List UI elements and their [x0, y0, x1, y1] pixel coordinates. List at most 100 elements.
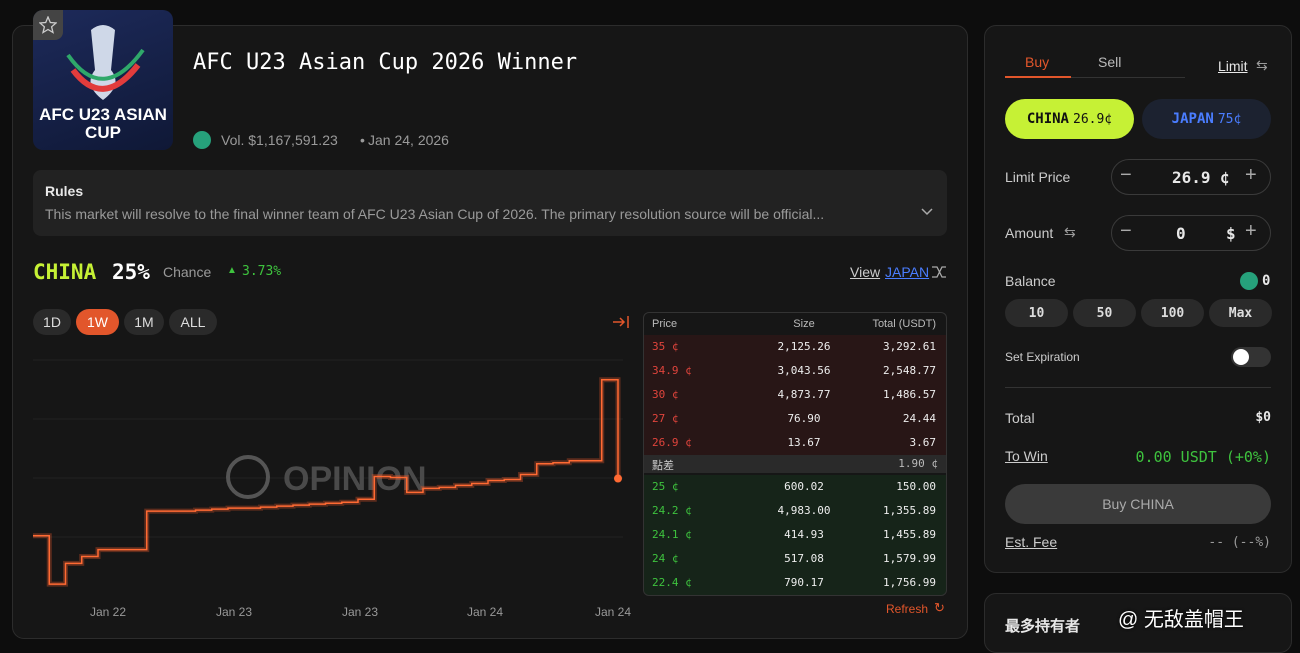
up-arrow: ▲ [227, 265, 237, 276]
sell-tab[interactable]: Sell [1098, 54, 1122, 70]
outcome-china-button[interactable]: CHINA 26.9¢ [1005, 99, 1134, 139]
quick-amount[interactable]: 50 [1073, 299, 1136, 327]
bid-row: 24.1 ¢ 414.93 1,455.89 [644, 523, 946, 547]
order-type-icon: ⇆ [1256, 57, 1268, 73]
ask-cell: 24.44 [902, 412, 936, 425]
outcome-chance: 25% [112, 260, 150, 284]
book-header-cell: Price [652, 318, 678, 330]
expiration-toggle[interactable] [1231, 347, 1271, 367]
book-header-cell: Total (USDT) [872, 318, 936, 330]
view-link[interactable]: JAPAN [885, 264, 930, 280]
ask-cell: 3,043.56 [777, 364, 831, 377]
separator: • [360, 132, 365, 148]
fee-label: Est. Fee [1005, 534, 1058, 550]
amount-input[interactable] [1111, 215, 1271, 251]
to-win: 0.00 USDT (+0%) [1135, 448, 1271, 466]
limit-price-input[interactable] [1111, 159, 1271, 195]
amount-swap-icon[interactable]: ⇆ [1064, 224, 1076, 240]
favorite-button[interactable] [33, 10, 63, 40]
ask-row: 26.9 ¢ 13.67 3.67 [644, 431, 946, 455]
ask-cell: 13.67 [787, 436, 821, 449]
bid-cell: 517.08 [784, 552, 824, 565]
tab-rule [1005, 77, 1185, 78]
refresh-icon: ↻ [934, 600, 945, 615]
bid-cell: 414.93 [784, 528, 824, 541]
ask-row: 35 ¢ 2,125.26 3,292.61 [644, 335, 946, 359]
range-button[interactable]: ALL [169, 309, 217, 335]
total-label: Total [1005, 410, 1035, 426]
rules-heading: Rules [45, 183, 84, 199]
bid-cell: 24 ¢ [652, 552, 679, 565]
ask-cell: 27 ¢ [652, 412, 679, 425]
chance-label: Chance [163, 264, 212, 280]
x-tick-label: Jan 24 [467, 605, 503, 619]
tab-indicator [1005, 76, 1071, 78]
quick-amount[interactable]: Max [1209, 299, 1272, 327]
bid-cell: 1,756.99 [883, 576, 936, 589]
book-header: Price Size Total (USDT) [644, 313, 946, 337]
buy-button[interactable]: Buy CHINA [1005, 484, 1271, 524]
order-book: Price Size Total (USDT) 35 ¢ 2,125.26 3,292.6… [643, 312, 947, 596]
range-button[interactable]: 1W [76, 309, 119, 335]
ask-cell: 1,486.57 [883, 388, 936, 401]
spread-row: 點差 1.90 ¢ [644, 455, 946, 473]
range-button[interactable]: 1M [124, 309, 164, 335]
spread: 1.90 ¢ [898, 457, 938, 470]
decrement[interactable]: − [1120, 164, 1132, 186]
star-icon [39, 16, 57, 34]
price-unit: ¢ [1220, 168, 1230, 187]
increment[interactable]: + [1245, 220, 1257, 242]
usdt-icon [1240, 272, 1258, 290]
ask-cell: 2,125.26 [777, 340, 831, 353]
refresh-button[interactable]: Refresh [886, 602, 929, 616]
current-point [614, 474, 622, 483]
toggle-knob [1233, 349, 1249, 365]
ask-cell: 35 ¢ [652, 340, 679, 353]
outcome-japan-button[interactable]: JAPAN 75¢ [1142, 99, 1271, 139]
bid-cell: 22.4 ¢ [652, 576, 692, 589]
amount: 0 [1176, 224, 1186, 243]
bid-row: 24 ¢ 517.08 1,579.99 [644, 547, 946, 571]
outcome-button-name: JAPAN [1171, 111, 1214, 127]
increment[interactable]: + [1245, 164, 1257, 186]
rules-box[interactable] [33, 170, 947, 236]
balance-label: Balance [1005, 273, 1056, 289]
ask-cell: 34.9 ¢ [652, 364, 692, 377]
quick-amount[interactable]: 10 [1005, 299, 1068, 327]
market-logo: AFC U23 ASIAN CUP [33, 10, 173, 150]
spread-label: 點差 [652, 460, 674, 472]
limit-price: 26.9 [1172, 168, 1211, 187]
order-type[interactable]: Limit [1218, 58, 1248, 74]
ask-cell: 3.67 [909, 436, 937, 449]
x-tick-label: Jan 23 [342, 605, 378, 619]
quick-amount[interactable]: 100 [1141, 299, 1204, 327]
collapse-book-icon[interactable] [612, 314, 630, 330]
bid-cell: 1,355.89 [883, 504, 936, 517]
watermark: @ 无敌盖帽王 [1118, 609, 1244, 631]
view-label[interactable]: View [850, 264, 881, 280]
rules-text: This market will resolve to the final wi… [45, 206, 825, 222]
chart-watermark: OPINION [283, 460, 427, 498]
ask-cell: 4,873.77 [777, 388, 831, 401]
outcome-button-price: 75¢ [1217, 111, 1242, 127]
buy-tab[interactable]: Buy [1025, 54, 1050, 70]
swap-icon[interactable] [931, 265, 947, 279]
ask-cell: 30 ¢ [652, 388, 679, 401]
end-date: Jan 24, 2026 [368, 132, 449, 148]
ask-row: 27 ¢ 76.90 24.44 [644, 407, 946, 431]
balance: 0 [1262, 273, 1271, 289]
decrement[interactable]: − [1120, 220, 1132, 242]
bid-cell: 24.1 ¢ [652, 528, 692, 541]
amount-unit: $ [1226, 224, 1236, 243]
expand-icon[interactable] [920, 207, 934, 217]
expiration-label: Set Expiration [1005, 350, 1080, 364]
chance-change: 3.73% [242, 264, 282, 279]
limit-price-label: Limit Price [1005, 169, 1071, 185]
usdt-icon [193, 131, 211, 149]
bid-cell: 25 ¢ [652, 480, 679, 493]
to-win-label: To Win [1005, 448, 1048, 464]
divider [1005, 387, 1271, 388]
market-title: AFC U23 Asian Cup 2026 Winner [193, 50, 578, 75]
bid-cell: 790.17 [784, 576, 824, 589]
range-button[interactable]: 1D [33, 309, 71, 335]
